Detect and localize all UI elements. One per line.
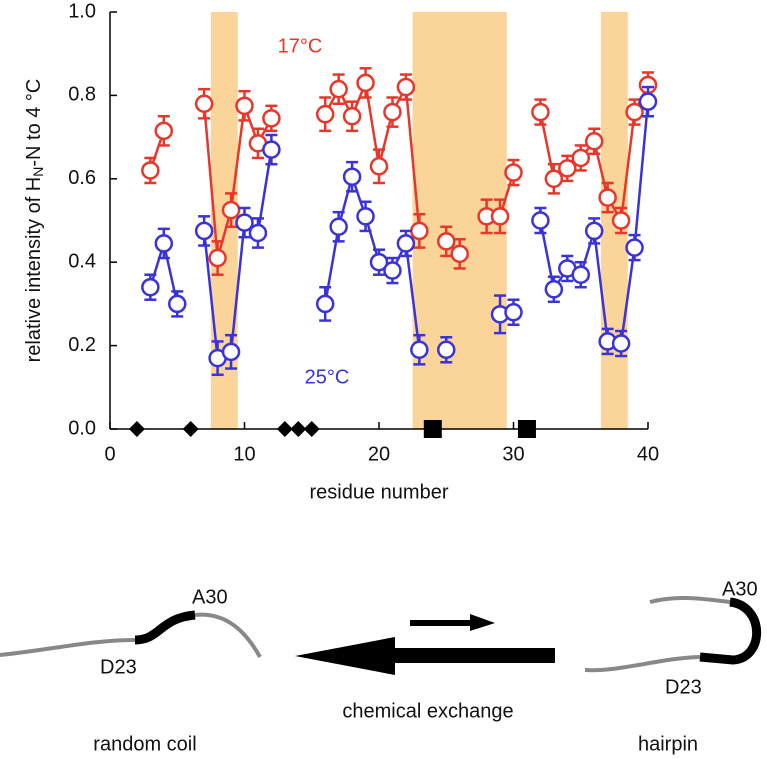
y-tick-label: 0.2 — [68, 334, 96, 356]
data-point — [235, 213, 254, 232]
y-axis-label: relative intensity of HN-N to 4 °C — [23, 79, 46, 363]
label: D23 — [665, 676, 702, 698]
data-point — [342, 167, 362, 186]
x-tick-label: 0 — [104, 443, 115, 465]
coil-strand — [194, 612, 262, 658]
data-point — [396, 234, 416, 253]
data-point — [369, 252, 389, 272]
data-point — [262, 140, 281, 159]
data-point — [531, 211, 550, 230]
coil-segment — [134, 610, 196, 645]
data-point — [571, 148, 590, 168]
label: A30 — [722, 578, 758, 600]
coil-strand — [0, 638, 136, 657]
arrow-label: chemical exchange — [342, 700, 513, 722]
data-point — [168, 294, 187, 314]
data-point — [598, 188, 617, 207]
data-point — [410, 340, 429, 360]
data-point — [544, 280, 564, 299]
x-tick-label: 40 — [637, 443, 659, 465]
y-axis-label-part: relative intensity of H — [23, 177, 45, 363]
data-point — [638, 92, 658, 111]
data-point — [221, 200, 241, 220]
data-point — [221, 342, 241, 362]
data-point — [154, 121, 174, 141]
diamond-marker — [128, 421, 145, 437]
data-point — [248, 223, 268, 243]
forward-arrow — [410, 614, 495, 631]
x-tick-label: 30 — [502, 443, 524, 465]
data-point — [437, 340, 456, 360]
data-point — [342, 107, 362, 126]
y-tick-label: 0.4 — [68, 250, 96, 272]
data-point — [383, 102, 402, 122]
data-point — [356, 207, 375, 226]
data-point — [329, 79, 348, 99]
data-point — [315, 294, 335, 314]
data-point — [531, 102, 550, 122]
data-point — [571, 265, 590, 284]
data-point — [141, 277, 160, 297]
data-point — [584, 132, 604, 151]
hairpin-strand — [649, 595, 731, 604]
diamond-marker — [290, 421, 307, 437]
exchange-diagram: A30 D23 A30 D23 chemical exchange random… — [0, 578, 762, 755]
data-point — [450, 244, 469, 264]
annotation: 25°C — [305, 366, 350, 388]
data-point — [584, 221, 604, 241]
data-point — [611, 211, 631, 230]
data-point — [625, 102, 644, 122]
data-point — [504, 163, 523, 182]
diamond-marker — [182, 421, 199, 437]
data-point — [329, 217, 348, 237]
data-point — [315, 104, 335, 124]
annotation: 17°C — [278, 35, 323, 57]
y-axis-label-part: -N to 4 °C — [23, 79, 45, 167]
x-axis-label: residue number — [310, 481, 449, 503]
data-point — [558, 159, 577, 178]
diamond-marker — [303, 421, 320, 437]
y-tick-label: 0.8 — [68, 84, 96, 106]
square-marker — [517, 420, 536, 438]
x-tick-label: 20 — [368, 443, 390, 465]
data-point — [369, 157, 389, 176]
caption: hairpin — [638, 733, 698, 755]
data-point — [154, 234, 174, 253]
reverse-arrow — [295, 637, 555, 675]
data-point — [611, 334, 631, 353]
label: A30 — [192, 586, 228, 608]
y-tick-label: 1.0 — [68, 0, 96, 22]
data-point — [490, 207, 510, 226]
data-point — [208, 248, 227, 268]
diamond-marker — [276, 421, 293, 437]
y-axis-label-part: N — [30, 167, 46, 177]
data-point — [544, 169, 564, 189]
data-point — [383, 261, 402, 280]
y-tick-label: 0.6 — [68, 167, 96, 189]
data-point — [410, 221, 429, 241]
data-point — [504, 302, 523, 322]
hairpin-turn — [699, 597, 762, 665]
data-point — [194, 221, 214, 241]
label: D23 — [100, 656, 137, 678]
square-marker — [423, 420, 442, 438]
data-point — [262, 109, 281, 128]
caption: random coil — [93, 733, 196, 755]
data-point — [356, 73, 375, 93]
data-point — [437, 232, 456, 251]
x-tick-label: 10 — [233, 443, 255, 465]
data-point — [625, 238, 644, 257]
data-point — [141, 161, 160, 180]
hairpin-strand — [584, 655, 701, 673]
y-tick-label: 0.0 — [68, 417, 96, 439]
data-point — [396, 77, 416, 97]
data-point — [194, 94, 214, 113]
data-point — [235, 96, 254, 116]
